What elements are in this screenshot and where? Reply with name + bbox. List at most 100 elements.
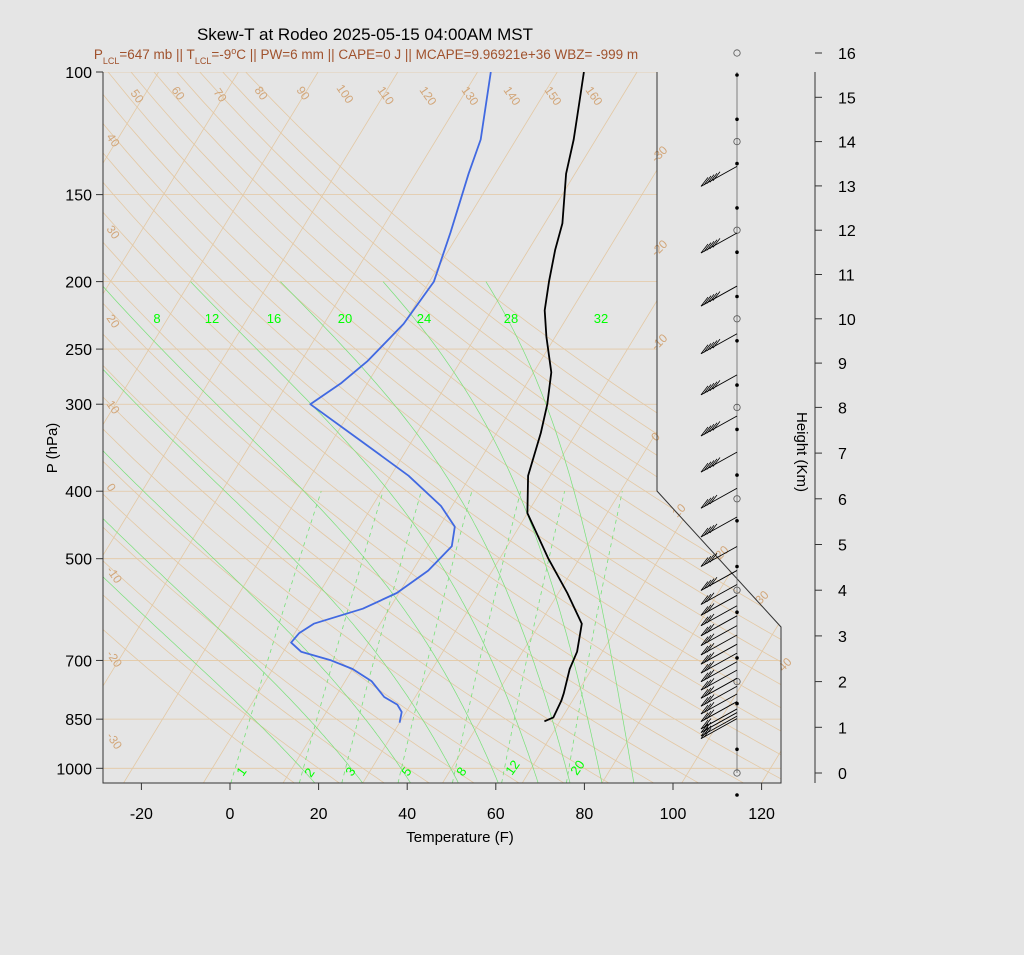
isotherm-line	[362, 72, 781, 783]
wind-barb-flag	[703, 718, 712, 728]
wind-barb-flag	[703, 625, 712, 635]
wind-barb-flag	[700, 595, 709, 605]
wind-barb-flag	[712, 291, 721, 301]
mixing-ratio-top-label: 24	[417, 311, 431, 326]
moist-adiabat	[103, 281, 364, 783]
dry-adiabat	[103, 72, 699, 783]
height-marker-dot	[735, 747, 739, 752]
moist-adiabat	[103, 281, 411, 783]
dry-adiabat	[103, 72, 295, 783]
height-tick-label: 7	[838, 446, 847, 463]
height-tick-label: 11	[838, 268, 855, 285]
wind-barb-flag	[709, 577, 718, 587]
height-marker-dot	[735, 161, 739, 166]
moist-adiabat	[103, 281, 316, 783]
height-marker-open	[733, 138, 741, 146]
wind-barb-flag	[706, 633, 715, 644]
dry-adiabat	[103, 72, 781, 783]
height-marker-dot	[735, 383, 739, 387]
isotherm-line	[103, 72, 418, 783]
wind-barb	[700, 634, 738, 656]
left-adiabat-label: -20	[104, 648, 126, 671]
pressure-tick-label: 200	[65, 275, 92, 292]
wind-barb	[700, 584, 738, 605]
dry-adiabat	[103, 72, 781, 783]
height-marker-open	[733, 49, 741, 57]
pressure-tick-label: 300	[65, 397, 92, 414]
x-tick-label: 100	[660, 806, 687, 823]
dry-adiabat-label: 150	[542, 84, 565, 109]
wind-barb-flag	[703, 579, 712, 590]
mixing-ratio-bottom-label: 5	[398, 764, 414, 779]
wind-barb	[700, 451, 738, 473]
wind-barb-flag	[706, 341, 715, 352]
wind-barb-flag	[706, 709, 715, 720]
height-marker-dot	[735, 610, 739, 614]
dry-adiabat	[149, 72, 781, 783]
x-tick-label: 60	[487, 806, 505, 823]
wind-barb-flag	[700, 663, 709, 674]
mixing-ratio-top-label: 32	[594, 311, 608, 326]
wind-barb-flag	[700, 726, 709, 737]
dry-adiabat-label: 90	[294, 84, 313, 103]
wind-barb-flag	[706, 382, 715, 393]
mixing-ratio-top-label: 28	[504, 311, 518, 326]
wind-barb-flag	[706, 460, 715, 470]
isotherm-line	[521, 72, 781, 783]
wind-barb-flag	[706, 174, 715, 184]
height-marker-open	[733, 315, 741, 323]
height-tick-label: 13	[838, 179, 856, 196]
wind-barb-flag	[706, 592, 715, 602]
isotherm-label: 10	[669, 501, 689, 521]
isotherm-label: -10	[648, 331, 670, 353]
x-tick-label: 120	[748, 806, 775, 823]
wind-barb-flag	[700, 719, 709, 730]
isotherm-line	[841, 40, 1024, 783]
x-tick-label: -20	[130, 806, 153, 823]
wind-barb-flag	[706, 694, 715, 704]
wind-barb-flag	[703, 555, 712, 566]
wind-barb-shaft	[700, 374, 738, 396]
wind-barb-shaft	[700, 652, 738, 674]
wind-barb	[700, 166, 738, 187]
wind-barb	[700, 615, 738, 637]
pressure-axis-label: P (hPa)	[44, 423, 61, 474]
wind-barb-flag	[703, 343, 712, 353]
height-tick-label: 8	[838, 400, 847, 417]
dry-adiabat	[103, 72, 610, 783]
height-marker-dot	[735, 250, 739, 254]
dry-adiabat	[103, 72, 340, 783]
wind-barb	[700, 708, 738, 730]
mixing-ratio-bottom-label: 3	[342, 764, 358, 779]
mixing-ratio-bottom-label: 8	[453, 764, 469, 779]
height-marker-dot	[735, 339, 739, 343]
sounding-profiles	[290, 72, 585, 723]
height-tick-label: 6	[838, 492, 847, 509]
wind-barb	[700, 605, 738, 627]
wind-barb-shaft	[700, 451, 738, 473]
wind-barb-flag	[703, 384, 712, 394]
wind-barb-flag	[700, 672, 709, 682]
height-marker-dot	[735, 473, 739, 477]
wind-barb-column	[700, 49, 741, 797]
wind-barb	[700, 693, 738, 715]
wind-barb-shaft	[700, 643, 738, 665]
wind-barb-flag	[700, 704, 709, 715]
wind-barb-flag	[700, 626, 709, 637]
isotherm-label: 30	[752, 588, 772, 608]
wind-barb-flag	[700, 385, 709, 396]
mixing-ratio-line	[397, 491, 473, 783]
wind-barb-flag	[700, 344, 709, 354]
wind-barb	[700, 487, 738, 509]
x-tick-label: 20	[310, 806, 328, 823]
wind-barb	[700, 415, 738, 437]
x-tick-label: 40	[398, 806, 416, 823]
wind-barb	[700, 625, 738, 646]
height-marker-dot	[735, 294, 739, 299]
height-marker-dot	[735, 519, 739, 523]
wind-barb-flag	[700, 680, 709, 691]
height-tick-label: 4	[838, 583, 847, 600]
wind-barb-shaft	[700, 232, 738, 254]
wind-barb-shaft	[700, 516, 738, 538]
wind-barb-shaft	[700, 594, 738, 616]
